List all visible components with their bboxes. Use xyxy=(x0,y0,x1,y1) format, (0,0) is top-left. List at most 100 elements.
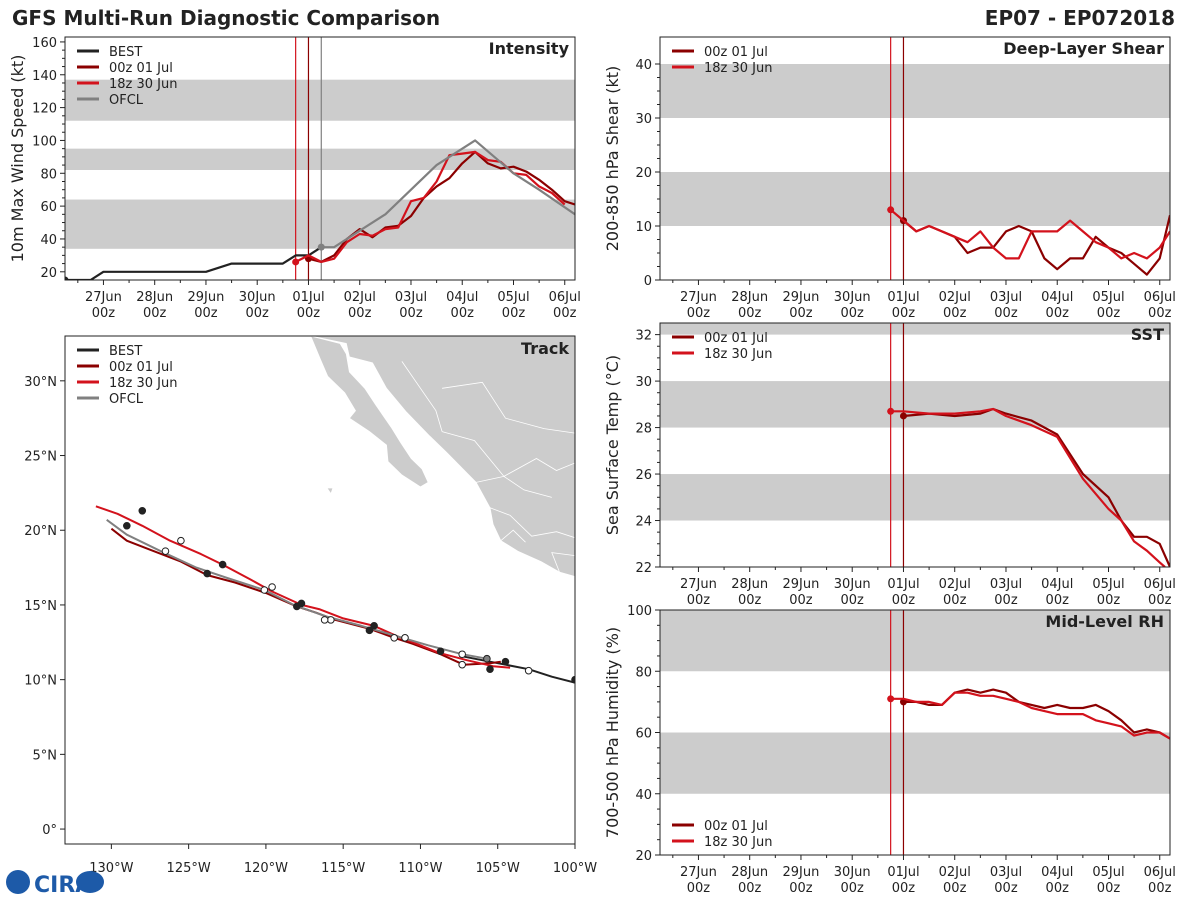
rh-xtick-date: 06Jul xyxy=(1144,865,1176,880)
shear-xtick-date: 06Jul xyxy=(1144,290,1176,305)
track-xtick-label: 130°W xyxy=(89,861,133,876)
rh-xtick-date: 05Jul xyxy=(1092,865,1124,880)
track-panel: 130°W 125°W 120°W 115°W 110°W 105°W 100°W 0° 5°N… xyxy=(24,335,597,876)
rh-xtick-date: 02Jul xyxy=(939,865,971,880)
shear-xtick-hour: 00z xyxy=(1046,306,1070,321)
intensity-xtick-hour: 00z xyxy=(348,306,372,321)
shear-xtick-date: 04Jul xyxy=(1041,290,1073,305)
sst-xtick-date: 30Jun xyxy=(834,577,871,592)
intensity-legend-label-run2: 18z 30 Jun xyxy=(109,77,178,92)
track-marker-run2 xyxy=(458,660,466,669)
intensity-xtick-date: 29Jun xyxy=(188,290,225,305)
shear-ytick-label: 40 xyxy=(635,58,652,73)
track-ytick-label: 0° xyxy=(42,823,57,838)
sst-band xyxy=(660,474,1170,521)
map-state-border xyxy=(489,507,575,539)
sst-xtick-hour: 00z xyxy=(943,593,967,608)
shear-xtick-date: 05Jul xyxy=(1092,290,1124,305)
sst-band xyxy=(660,381,1170,428)
track-marker-run2 xyxy=(370,622,378,630)
rh-xtick-date: 30Jun xyxy=(834,865,871,880)
map-baja-peninsula xyxy=(310,336,429,488)
intensity-ylabel: 10m Max Wind Speed (kt) xyxy=(8,55,27,263)
intensity-panel: 2040608010012014016027Jun00z28Jun00z29Ju… xyxy=(8,36,581,321)
track-marker-ofcl xyxy=(161,547,170,555)
intensity-xtick-hour: 00z xyxy=(297,306,321,321)
sst-xtick-date: 03Jul xyxy=(990,577,1022,592)
track-xtick-label: 115°W xyxy=(321,861,365,876)
shear-band xyxy=(660,172,1170,226)
shear-xtick-date: 29Jun xyxy=(783,290,820,305)
shear-xtick-date: 03Jul xyxy=(990,290,1022,305)
rh-xtick-hour: 00z xyxy=(1148,881,1172,896)
sst-band xyxy=(660,323,1170,335)
track-legend-label-run1: 00z 01 Jul xyxy=(109,360,173,375)
intensity-xtick-hour: 00z xyxy=(92,306,116,321)
sst-start-point-run1 xyxy=(899,412,907,420)
sst-xtick-hour: 00z xyxy=(1148,593,1172,608)
track-ytick-label: 25°N xyxy=(24,450,57,465)
track-marker-run2 xyxy=(401,634,409,642)
track-legend-label-best: BEST xyxy=(109,344,142,359)
sst-xtick-hour: 00z xyxy=(892,593,916,608)
track-marker-run2 xyxy=(297,599,306,608)
track-marker-ofcl xyxy=(458,650,466,659)
intensity-plot-area xyxy=(65,37,575,280)
rh-ytick-label: 20 xyxy=(635,849,652,864)
intensity-band xyxy=(65,199,575,249)
shear-xtick-hour: 00z xyxy=(892,306,916,321)
rh-xtick-date: 03Jul xyxy=(990,865,1022,880)
sst-ytick-label: 22 xyxy=(635,561,652,576)
sst-legend-label-run1: 00z 01 Jul xyxy=(704,331,768,346)
shear-ytick-label: 0 xyxy=(644,274,652,289)
rh-title: Mid-Level RH xyxy=(1045,612,1164,631)
sst-xtick-date: 02Jul xyxy=(939,577,971,592)
sst-ytick-label: 32 xyxy=(635,329,652,344)
map-state-border xyxy=(476,475,552,498)
track-marker-ofcl xyxy=(327,616,335,624)
track-marker-run1 xyxy=(203,569,211,578)
sst-xtick-hour: 00z xyxy=(687,593,711,608)
sst-xtick-date: 06Jul xyxy=(1144,577,1176,592)
intensity-xtick-hour: 00z xyxy=(143,306,167,321)
sst-xtick-date: 28Jun xyxy=(731,577,768,592)
intensity-ytick-label: 140 xyxy=(32,69,57,84)
intensity-start-point-best xyxy=(65,276,69,280)
track-marker-run1 xyxy=(123,521,131,530)
sst-xtick-hour: 00z xyxy=(789,593,813,608)
rh-ylabel: 700-500 hPa Humidity (%) xyxy=(603,627,622,838)
intensity-xtick-hour: 00z xyxy=(451,306,475,321)
shear-xtick-hour: 00z xyxy=(738,306,762,321)
intensity-xtick-date: 03Jul xyxy=(395,290,427,305)
track-xtick-label: 105°W xyxy=(476,861,520,876)
intensity-legend-label-run1: 00z 01 Jul xyxy=(109,61,173,76)
shear-xtick-date: 30Jun xyxy=(834,290,871,305)
sst-xtick-hour: 00z xyxy=(1097,593,1121,608)
shear-ylabel: 200-850 hPa Shear (kt) xyxy=(603,66,622,252)
intensity-series-ofcl xyxy=(321,139,575,249)
intensity-frame xyxy=(64,36,576,281)
shear-start-point-run2 xyxy=(887,206,895,214)
sst-ytick-label: 28 xyxy=(635,422,652,437)
track-marker-run1 xyxy=(390,634,398,642)
intensity-xtick-date: 06Jul xyxy=(549,290,581,305)
map-island xyxy=(327,488,333,493)
shear-title: Deep-Layer Shear xyxy=(1003,39,1164,58)
track-frame xyxy=(64,335,576,845)
rh-xtick-hour: 00z xyxy=(789,881,813,896)
figure-title: GFS Multi-Run Diagnostic Comparison xyxy=(12,6,440,30)
shear-xtick-hour: 00z xyxy=(841,306,865,321)
rh-xtick-hour: 00z xyxy=(1097,881,1121,896)
sst-plot-area xyxy=(660,323,1170,567)
track-marker-best xyxy=(524,666,533,675)
shear-xtick-hour: 00z xyxy=(1097,306,1121,321)
sst-frame xyxy=(659,322,1171,568)
sst-ytick-label: 26 xyxy=(635,468,652,483)
intensity-title: Intensity xyxy=(489,39,570,58)
track-ytick-label: 30°N xyxy=(24,375,57,390)
intensity-ytick-label: 60 xyxy=(40,200,57,215)
shear-ytick-label: 20 xyxy=(635,166,652,181)
rh-panel: 2040608010027Jun00z28Jun00z29Jun00z30Jun… xyxy=(603,604,1176,896)
sst-xtick-hour: 00z xyxy=(994,593,1018,608)
